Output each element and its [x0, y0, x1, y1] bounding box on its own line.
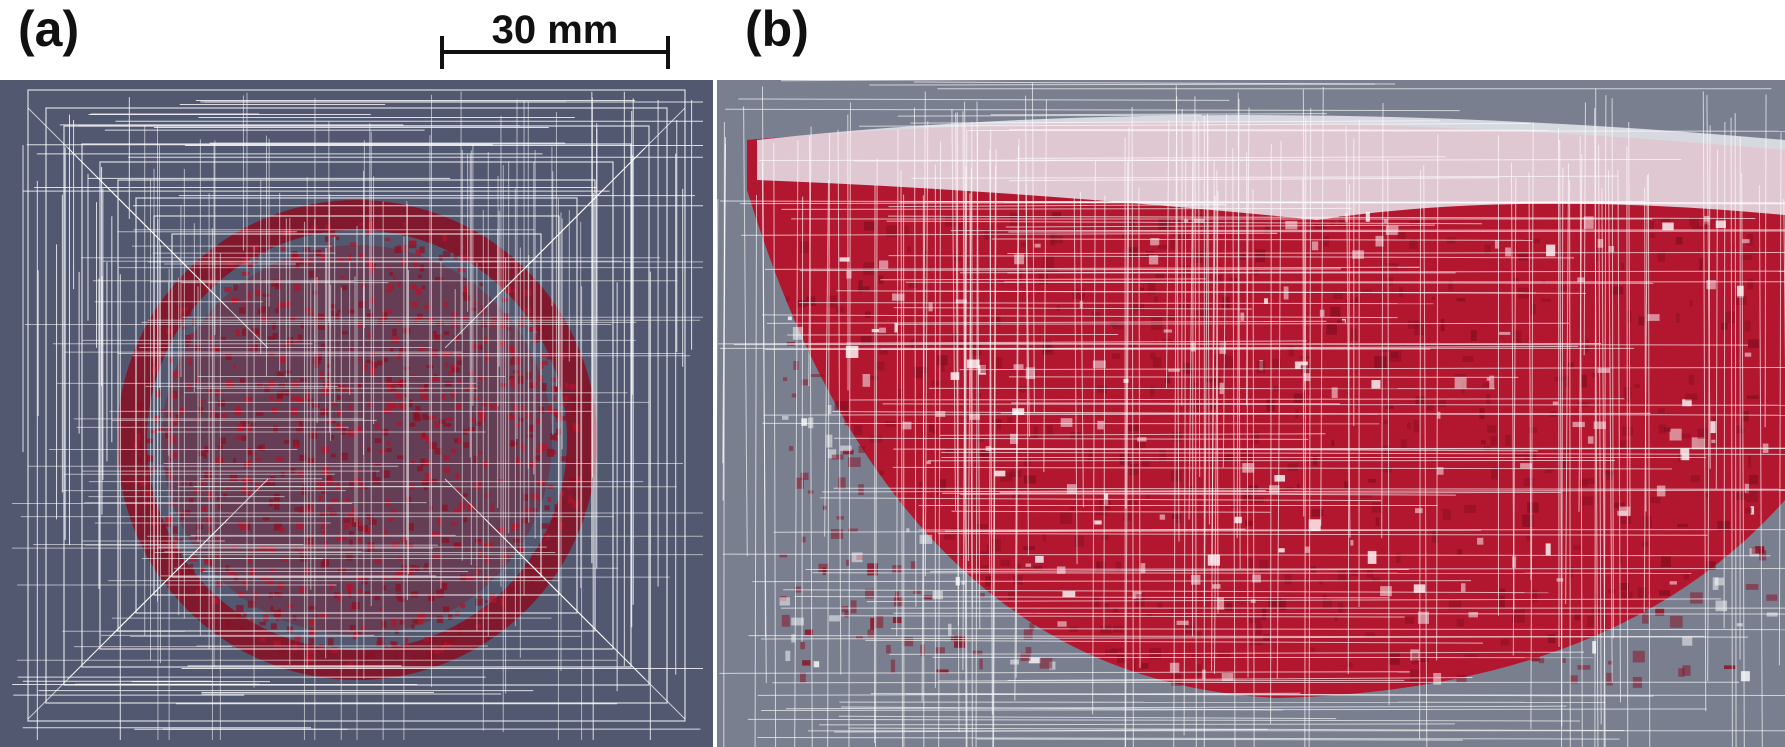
panel-a-label: (a) [18, 1, 80, 57]
scale-bar-label: 30 mm [491, 8, 619, 52]
panel-a-wireframe-mesh [11, 89, 703, 740]
scale-bar-line [440, 50, 670, 54]
scale-bar-left-tick [440, 36, 444, 69]
panel-a-image [0, 80, 713, 747]
panel-a-mesh-render [0, 80, 713, 747]
panel-b-mesh-render [717, 80, 1785, 747]
panel-b-image [717, 80, 1785, 747]
panel-b-wireframe-mesh [717, 80, 1785, 747]
scale-bar-right-tick [666, 36, 670, 69]
panel-b-label: (b) [745, 1, 809, 57]
scale-bar: 30 mm [437, 6, 673, 70]
